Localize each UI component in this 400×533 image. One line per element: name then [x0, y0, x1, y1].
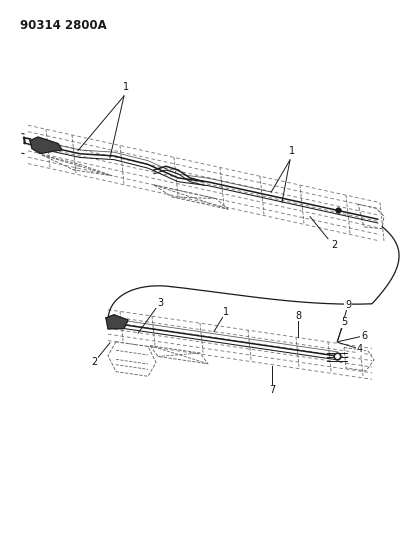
Text: 8: 8	[295, 311, 301, 320]
Text: 1: 1	[289, 146, 295, 156]
Text: 2: 2	[331, 240, 338, 251]
Text: 2: 2	[91, 358, 97, 367]
Text: 1: 1	[123, 82, 129, 92]
Text: 90314 2800A: 90314 2800A	[20, 19, 107, 31]
Text: 4: 4	[357, 344, 363, 354]
Text: 7: 7	[269, 385, 275, 395]
Text: 9: 9	[345, 300, 351, 310]
Text: 3: 3	[157, 298, 163, 308]
Text: 6: 6	[361, 331, 367, 341]
Polygon shape	[106, 315, 128, 329]
Polygon shape	[30, 137, 62, 154]
Text: 5: 5	[341, 318, 347, 327]
Text: 1: 1	[223, 307, 229, 317]
